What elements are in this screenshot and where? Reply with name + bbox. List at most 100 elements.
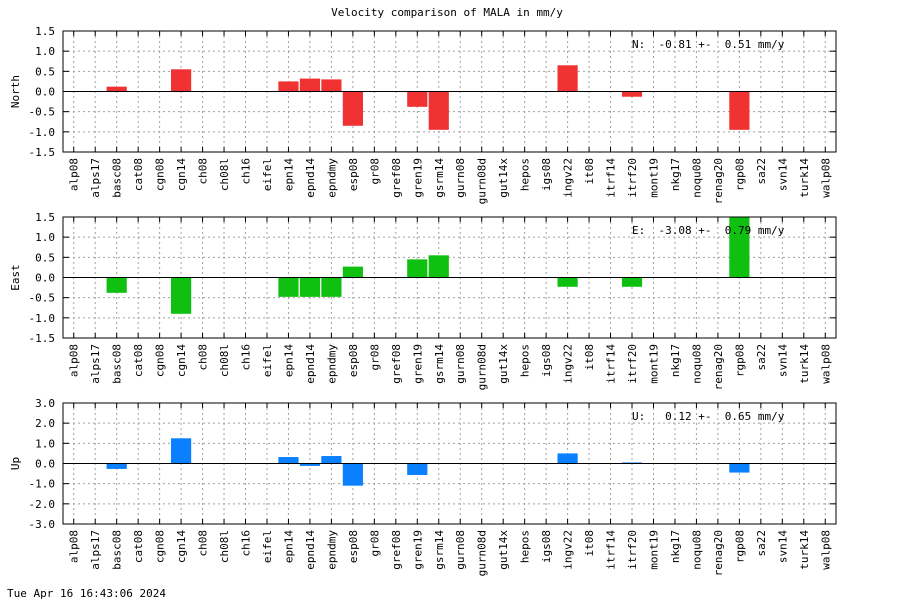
x-tick-label: gurn08 [454,158,467,198]
y-axis-label: East [9,264,22,291]
x-tick-label: ch16 [240,530,253,557]
x-tick-label: mont19 [647,530,660,570]
bar-up-epndmy [321,456,342,464]
x-tick-label: gref08 [390,344,403,384]
x-tick-label: hepos [519,530,532,563]
x-tick-label: alp08 [68,158,81,191]
x-tick-label: noqu08 [690,344,703,384]
x-tick-label: epnd14 [304,344,317,384]
x-tick-label: rgp08 [733,158,746,191]
x-tick-label: itrf14 [605,158,618,198]
x-tick-label: eifel [261,530,274,563]
bar-up-basc08 [106,463,127,469]
x-tick-label: gurn08d [476,158,489,204]
x-tick-label: gut14x [497,344,510,384]
bar-east-ingv22 [557,277,578,287]
bar-up-rgp08 [729,463,750,473]
y-tick-label: -2.0 [29,498,56,511]
bar-east-epnd14 [299,277,321,297]
bar-east-epndmy [321,277,342,297]
bar-north-rgp08 [729,91,750,130]
x-tick-label: renag20 [712,530,725,576]
x-tick-label: svn14 [776,344,789,377]
y-tick-label: 3.0 [35,397,55,410]
x-tick-label: gurn08d [476,530,489,576]
x-tick-label: alps17 [89,344,102,384]
bar-north-itrf20 [621,91,643,97]
y-tick-label: 0.0 [35,458,55,471]
x-tick-label: gr08 [368,158,381,185]
x-tick-label: gsrm14 [433,158,446,198]
panel-up: -3.0 -2.0 -1.0 0.0 1.0 2.0 3.0 alp08 alps17 basc0… [9,397,837,576]
x-tick-label: epn14 [282,530,295,563]
y-tick-label: 0.0 [35,86,55,99]
x-tick-label: hepos [519,158,532,191]
bar-up-cgn14 [171,438,192,464]
x-tick-label: noqu08 [690,158,703,198]
bar-east-rgp08 [729,217,750,278]
bar-north-epn14 [278,81,299,92]
x-tick-label: renag20 [712,158,725,204]
bar-east-itrf20 [621,277,643,287]
y-axis-label: Up [9,457,22,470]
x-tick-label: epn14 [282,344,295,377]
y-tick-label: -3.0 [29,518,56,531]
x-tick-label: gren19 [411,530,424,570]
x-tick-label: svn14 [776,530,789,563]
bar-north-gren19 [407,91,428,107]
x-tick-label: epnd14 [304,158,317,198]
x-tick-label: gurn08 [454,344,467,384]
bar-north-esp08 [342,91,363,126]
x-tick-label: gren19 [411,344,424,384]
x-tick-label: esp08 [347,344,360,377]
y-tick-label: 0.5 [35,65,55,78]
x-tick-label: cgn08 [154,344,167,377]
bar-east-basc08 [106,277,127,293]
x-tick-label: itrf14 [605,344,618,384]
plot-frame [62,30,837,153]
x-tick-label: itrf14 [605,530,618,570]
x-tick-label: noqu08 [690,530,703,570]
bar-east-gren19 [407,259,428,278]
x-tick-label: cat08 [132,344,145,377]
x-tick-label: it08 [583,530,596,557]
x-tick-label: hepos [519,344,532,377]
bar-up-epn14 [278,457,299,464]
chart-title: Velocity comparison of MALA in mm/y [331,6,563,19]
bar-up-ingv22 [557,453,578,464]
y-tick-label: -1.0 [29,126,56,139]
bar-east-epn14 [278,277,299,297]
x-tick-label: basc08 [111,530,124,570]
x-tick-label: turk14 [798,344,811,384]
y-tick-label: -1.5 [29,332,56,345]
x-tick-label: gren19 [411,158,424,198]
summary-annotation: N: -0.81 +- 0.51 mm/y [632,38,785,51]
x-tick-label: epn14 [282,158,295,191]
x-tick-label: rgp08 [733,530,746,563]
x-tick-label: alps17 [89,158,102,198]
x-tick-label: svn14 [776,158,789,191]
x-tick-label: itrf20 [626,530,639,570]
x-tick-label: eifel [261,344,274,377]
x-tick-label: esp08 [347,530,360,563]
x-tick-label: cat08 [132,158,145,191]
x-tick-label: eifel [261,158,274,191]
x-tick-label: basc08 [111,344,124,384]
x-tick-label: turk14 [798,530,811,570]
y-tick-label: 0.0 [35,272,55,285]
x-tick-label: gurn08d [476,344,489,390]
x-tick-label: mont19 [647,344,660,384]
x-tick-label: cgn14 [175,344,188,377]
bar-north-gsrm14 [428,91,449,130]
x-tick-label: cgn08 [154,158,167,191]
x-tick-label: renag20 [712,344,725,390]
bar-up-itrf20 [621,462,643,464]
bar-north-epndmy [321,79,342,92]
x-tick-label: cat08 [132,530,145,563]
summary-annotation: U: 0.12 +- 0.65 mm/y [632,410,785,423]
x-tick-label: ch08 [197,530,210,557]
x-tick-label: ch08l [218,344,231,377]
y-tick-label: 1.0 [35,231,55,244]
x-tick-label: epndmy [325,158,338,198]
